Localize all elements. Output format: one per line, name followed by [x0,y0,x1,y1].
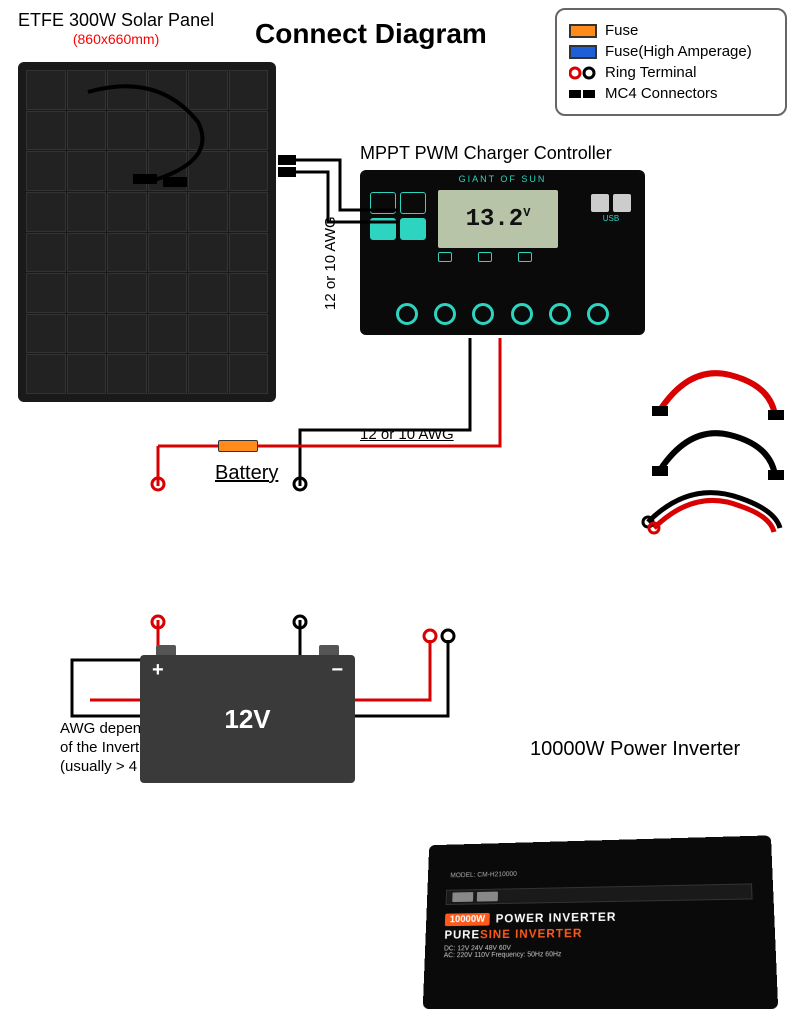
awg-label-horizontal: 12 or 10 AWG [360,426,454,443]
inverter-model: MODEL: CM-H210000 [450,871,517,879]
fuse-icon [218,440,258,452]
inverter-line1: POWER INVERTER [496,910,617,926]
battery-heading: Battery [215,462,278,485]
battery-voltage: 12V [224,704,270,735]
awg-label-vertical: 12 or 10 AWG [322,216,339,310]
battery: + − 12V [140,655,355,783]
inverter-badge: 10000W [445,912,490,925]
power-inverter: MODEL: CM-H210000 10000W POWER INVERTER … [423,835,778,1009]
inverter-heading: 10000W Power Inverter [530,738,740,761]
battery-terminal-neg-icon [319,645,339,655]
battery-minus: − [331,659,343,682]
battery-terminal-pos-icon [156,645,176,655]
inverter-port-icon [452,892,473,902]
battery-plus: + [152,659,164,682]
inverter-port-icon [477,892,498,902]
cable-bundle-mixed [640,480,790,545]
